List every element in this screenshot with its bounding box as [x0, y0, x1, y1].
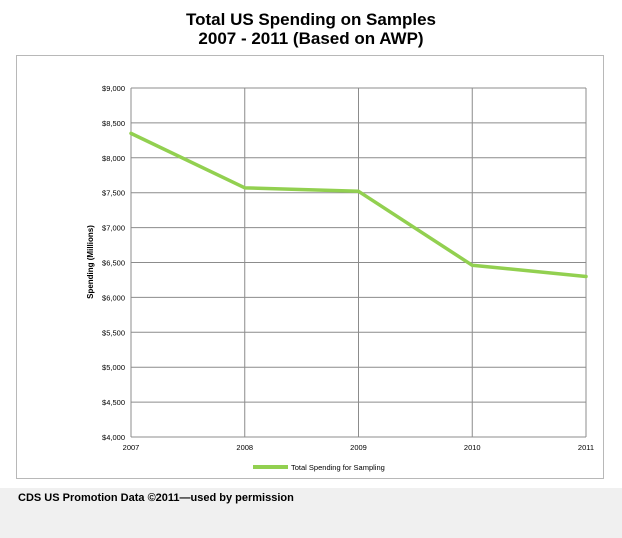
y-axis-label: Spending (Millions)	[86, 225, 95, 299]
y-tick-label: $5,500	[102, 328, 125, 337]
y-tick-label: $7,500	[102, 189, 125, 198]
y-tick-label: $8,500	[102, 119, 125, 128]
x-tick-label: 2011	[578, 443, 594, 452]
x-tick-label: 2007	[123, 443, 140, 452]
series-layer	[129, 131, 588, 279]
data-point	[470, 263, 474, 267]
data-point	[129, 131, 133, 135]
gridlines	[130, 87, 587, 438]
y-tick-label: $8,000	[102, 154, 125, 163]
y-tick-label: $4,000	[102, 433, 125, 442]
y-tick-label: $9,000	[102, 84, 125, 93]
x-tick-labels: 2007 2008 2009 2010 2011	[123, 443, 594, 452]
footer: CDS US Promotion Data ©2011—used by perm…	[0, 488, 622, 538]
data-point	[357, 189, 360, 193]
x-tick-label: 2008	[236, 443, 253, 452]
footer-credit: CDS US Promotion Data ©2011—used by perm…	[18, 492, 294, 504]
y-tick-label: $6,500	[102, 259, 125, 268]
x-tick-label: 2009	[350, 443, 367, 452]
legend: Total Spending for Sampling	[253, 463, 385, 472]
y-tick-label: $6,000	[102, 293, 125, 302]
y-tick-label: $5,000	[102, 363, 125, 372]
legend-label: Total Spending for Sampling	[291, 463, 385, 472]
chart-subtitle: 2007 - 2011 (Based on AWP)	[198, 29, 424, 48]
y-tick-labels: $4,000 $4,500 $5,000 $5,500 $6,000 $6,500 $7,0…	[102, 84, 125, 442]
y-tick-label: $4,500	[102, 398, 125, 407]
x-tick-label: 2010	[464, 443, 481, 452]
data-point	[584, 274, 588, 278]
data-point	[243, 186, 247, 190]
chart-title-block: Total US Spending on Samples 2007 - 2011…	[0, 10, 622, 48]
chart-title: Total US Spending on Samples	[186, 10, 436, 29]
y-tick-label: $7,000	[102, 224, 125, 233]
